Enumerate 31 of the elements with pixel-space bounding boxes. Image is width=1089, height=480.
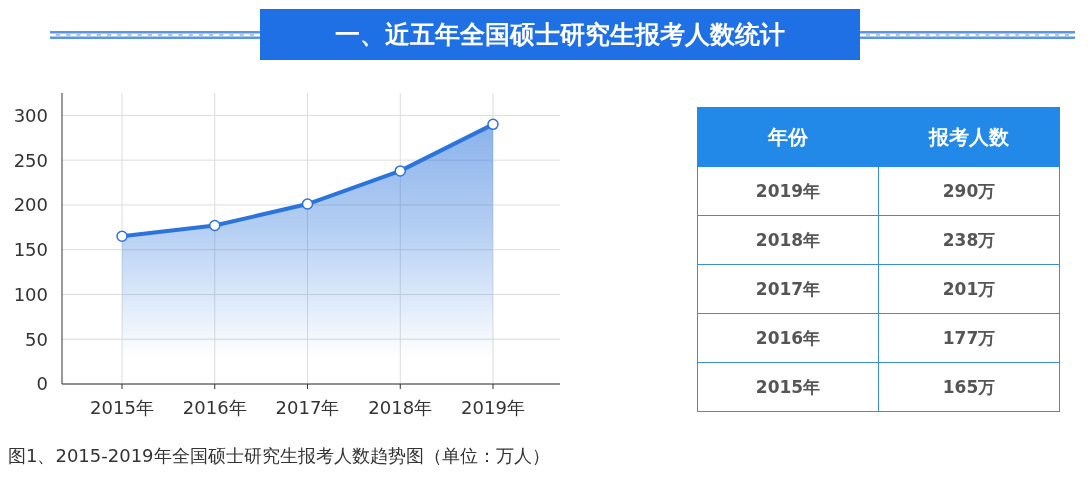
y-axis-title: 年份 bbox=[768, 124, 808, 149]
x-tick-label: 2017年 bbox=[275, 396, 340, 418]
y-tick-label: 0 bbox=[36, 373, 48, 395]
caption: 图1、2015-2019年全国硕士研究生报考人数趋势图（单位：万人） bbox=[8, 445, 550, 466]
y-tick-label: 2017年 bbox=[755, 278, 821, 299]
y-tick-label: 150 bbox=[13, 239, 48, 261]
y-tick-label: 2018年 bbox=[755, 229, 821, 250]
data-label: 290万 bbox=[942, 180, 996, 201]
chart-title: 一、近五年全国硕士研究生报考人数统计 bbox=[335, 19, 785, 51]
y-tick-label: 100 bbox=[13, 283, 48, 305]
point bbox=[209, 219, 221, 232]
y-tick-label: 50 bbox=[25, 328, 48, 350]
data-label: 177万 bbox=[942, 327, 996, 348]
y-tick-label: 2019年 bbox=[755, 180, 821, 201]
data-label: 238万 bbox=[942, 229, 996, 250]
point bbox=[116, 230, 128, 243]
y-tick-label: 2015年 bbox=[755, 376, 821, 397]
data-label: 201万 bbox=[942, 278, 996, 299]
x-tick-label: 2015年 bbox=[90, 396, 154, 418]
data-label: 165万 bbox=[942, 376, 996, 397]
x-tick-label: 2016年 bbox=[182, 396, 247, 418]
point bbox=[394, 165, 406, 177]
y-tick-label: 300 bbox=[13, 104, 48, 126]
point bbox=[301, 198, 314, 210]
point bbox=[487, 118, 499, 131]
x-tick-label: 2018年 bbox=[368, 396, 433, 418]
x-tick-label: 报考人数 bbox=[929, 124, 1009, 149]
y-tick-label: 250 bbox=[13, 149, 48, 171]
y-tick-label: 200 bbox=[13, 194, 48, 216]
y-tick-label: 2016年 bbox=[755, 327, 821, 348]
x-tick-label: 2019年 bbox=[461, 396, 525, 418]
